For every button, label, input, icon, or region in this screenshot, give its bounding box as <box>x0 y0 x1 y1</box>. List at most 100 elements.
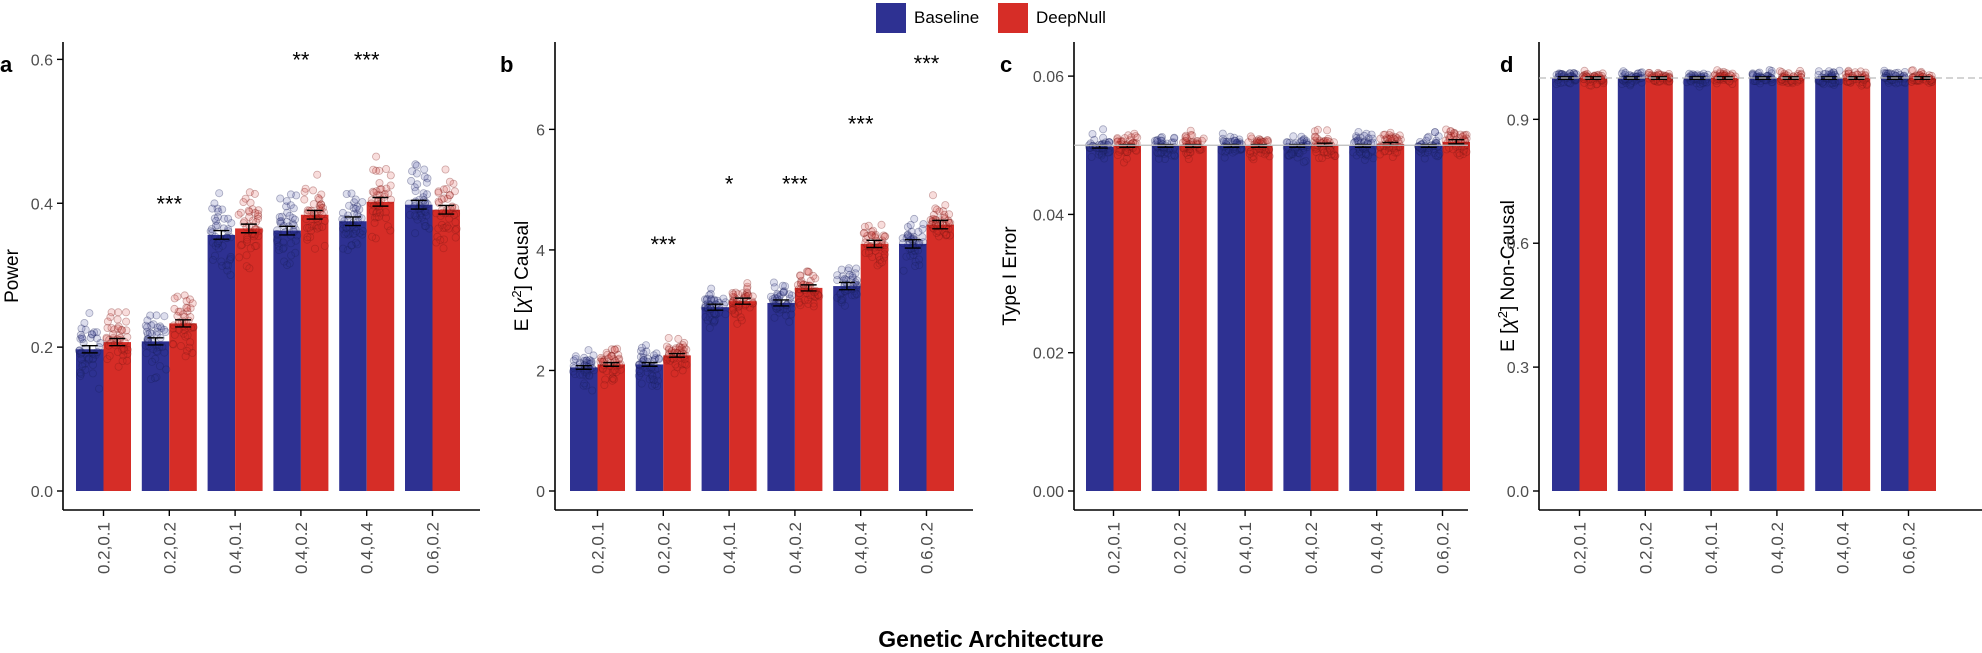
replicate-point <box>1364 134 1373 143</box>
replicate-point <box>88 369 97 378</box>
bar-c-baseline-2 <box>1217 145 1246 492</box>
legend: Baseline DeepNull <box>0 0 1982 36</box>
replicate-point <box>796 271 805 280</box>
replicate-point <box>375 166 384 175</box>
replicate-point <box>157 324 166 333</box>
replicate-point <box>1665 77 1674 86</box>
replicate-point <box>734 307 743 316</box>
replicate-point <box>253 209 262 218</box>
replicate-point <box>153 343 162 352</box>
replicate-point <box>682 345 691 354</box>
replicate-point <box>160 325 169 334</box>
significance-marker: ** <box>292 47 310 72</box>
replicate-point <box>76 368 85 377</box>
replicate-point <box>1585 81 1594 90</box>
replicate-point <box>225 256 234 265</box>
replicate-point <box>275 213 284 222</box>
replicate-point <box>700 303 709 312</box>
replicate-point <box>779 288 788 297</box>
replicate-point <box>368 207 377 216</box>
replicate-point <box>1384 143 1393 152</box>
bar-c-deepnull-5 <box>1442 141 1470 491</box>
replicate-point <box>738 289 747 298</box>
replicate-point <box>744 291 753 300</box>
replicate-point <box>1391 133 1400 142</box>
replicate-point <box>338 224 347 233</box>
replicate-point <box>1289 148 1298 157</box>
replicate-point <box>1841 70 1850 79</box>
replicate-point <box>1638 68 1647 77</box>
replicate-point <box>769 278 778 287</box>
replicate-point <box>357 214 366 223</box>
replicate-point <box>728 299 737 308</box>
replicate-point <box>236 241 245 250</box>
replicate-point <box>743 279 752 288</box>
replicate-point <box>179 310 188 319</box>
replicate-point <box>642 347 651 356</box>
replicate-point <box>710 316 719 325</box>
x-tick-label: 0.4,0.1 <box>1702 522 1721 574</box>
replicate-point <box>770 283 779 292</box>
replicate-point <box>1455 151 1464 160</box>
replicate-point <box>174 307 183 316</box>
replicate-point <box>651 354 660 363</box>
replicate-point <box>1101 138 1110 147</box>
replicate-point <box>1368 134 1377 143</box>
replicate-point <box>677 360 686 369</box>
replicate-point <box>911 257 920 266</box>
replicate-point <box>1598 69 1607 78</box>
replicate-point <box>415 210 424 219</box>
replicate-point <box>864 221 873 230</box>
replicate-point <box>1856 67 1865 76</box>
replicate-point <box>1830 80 1839 89</box>
replicate-point <box>796 271 805 280</box>
replicate-point <box>143 323 152 332</box>
replicate-point <box>728 306 737 315</box>
replicate-point <box>1323 150 1332 159</box>
replicate-point <box>1122 154 1131 163</box>
replicate-point <box>88 355 97 364</box>
replicate-point <box>1716 68 1725 77</box>
replicate-point <box>1431 151 1440 160</box>
replicate-point <box>120 346 129 355</box>
replicate-point <box>881 245 890 254</box>
replicate-point <box>580 379 589 388</box>
replicate-point <box>280 257 289 266</box>
replicate-point <box>787 310 796 319</box>
replicate-point <box>915 261 924 270</box>
replicate-point <box>77 333 86 342</box>
significance-marker: *** <box>354 47 380 72</box>
replicate-point <box>344 230 353 239</box>
replicate-point <box>1748 69 1757 78</box>
replicate-point <box>1618 80 1627 89</box>
replicate-point <box>1462 147 1471 156</box>
replicate-point <box>445 214 454 223</box>
replicate-point <box>706 304 715 313</box>
replicate-point <box>78 334 87 343</box>
replicate-point <box>1423 133 1432 142</box>
replicate-point <box>1263 136 1272 145</box>
replicate-point <box>315 201 324 210</box>
replicate-point <box>1310 132 1319 141</box>
replicate-point <box>419 189 428 198</box>
replicate-point <box>919 238 928 247</box>
replicate-point <box>254 206 263 215</box>
replicate-point <box>114 362 123 371</box>
replicate-point <box>935 227 944 236</box>
replicate-point <box>1245 149 1254 158</box>
replicate-point <box>1155 154 1164 163</box>
replicate-point <box>211 221 220 230</box>
replicate-point <box>213 213 222 222</box>
replicate-point <box>1181 132 1190 141</box>
bar-b-baseline-0 <box>570 367 598 491</box>
replicate-point <box>838 272 847 281</box>
replicate-point <box>1364 151 1373 160</box>
replicate-point <box>309 200 318 209</box>
replicate-point <box>76 334 85 343</box>
replicate-point <box>598 365 607 374</box>
replicate-point <box>422 211 431 220</box>
replicate-point <box>733 319 742 328</box>
replicate-point <box>942 230 951 239</box>
replicate-point <box>169 324 178 333</box>
replicate-point <box>1349 148 1358 157</box>
